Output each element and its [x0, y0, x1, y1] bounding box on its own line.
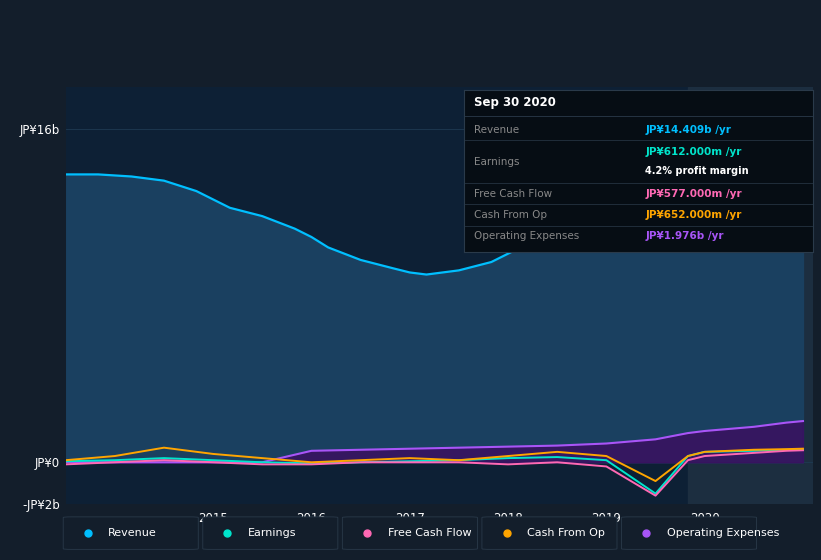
- Text: Sep 30 2020: Sep 30 2020: [475, 96, 556, 109]
- Text: JP¥612.000m /yr: JP¥612.000m /yr: [645, 147, 741, 157]
- FancyBboxPatch shape: [63, 517, 199, 549]
- FancyBboxPatch shape: [482, 517, 617, 549]
- Text: Operating Expenses: Operating Expenses: [475, 231, 580, 241]
- FancyBboxPatch shape: [342, 517, 477, 549]
- Text: JP¥577.000m /yr: JP¥577.000m /yr: [645, 189, 742, 199]
- Text: Earnings: Earnings: [248, 528, 296, 538]
- Text: Free Cash Flow: Free Cash Flow: [388, 528, 471, 538]
- Text: JP¥652.000m /yr: JP¥652.000m /yr: [645, 210, 741, 220]
- Text: JP¥14.409b /yr: JP¥14.409b /yr: [645, 124, 732, 134]
- Text: Free Cash Flow: Free Cash Flow: [475, 189, 553, 199]
- Text: Cash From Op: Cash From Op: [475, 210, 548, 220]
- Text: Cash From Op: Cash From Op: [527, 528, 605, 538]
- Bar: [688, 87, 813, 504]
- Text: Revenue: Revenue: [108, 528, 157, 538]
- Text: JP¥1.976b /yr: JP¥1.976b /yr: [645, 231, 724, 241]
- Text: Revenue: Revenue: [475, 124, 520, 134]
- Text: Operating Expenses: Operating Expenses: [667, 528, 779, 538]
- FancyBboxPatch shape: [621, 517, 757, 549]
- Text: 4.2% profit margin: 4.2% profit margin: [645, 166, 749, 176]
- FancyBboxPatch shape: [203, 517, 338, 549]
- Text: Earnings: Earnings: [475, 157, 520, 166]
